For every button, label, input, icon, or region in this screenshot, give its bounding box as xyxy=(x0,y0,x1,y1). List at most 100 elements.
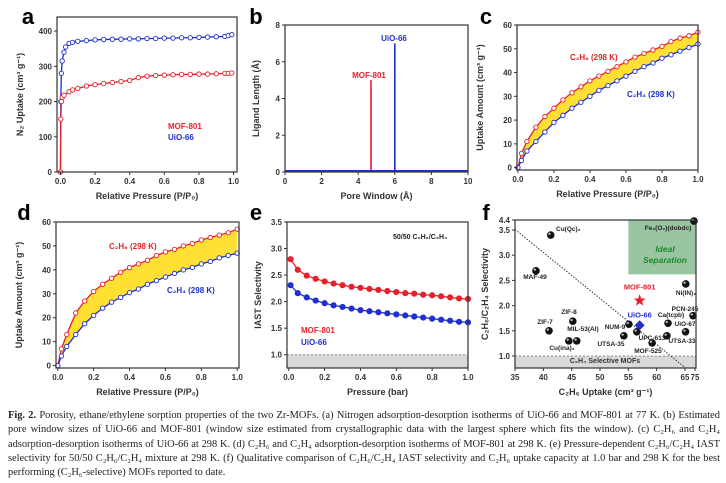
data-point xyxy=(551,105,557,111)
data-point xyxy=(623,73,629,79)
y-tick-label: 3.0 xyxy=(499,251,511,260)
mof-point xyxy=(569,317,577,326)
data-point xyxy=(69,87,76,93)
data-point xyxy=(420,314,427,321)
data-point xyxy=(357,307,364,314)
data-point xyxy=(229,31,235,38)
data-point xyxy=(161,72,167,78)
data-point xyxy=(668,38,674,45)
data-point xyxy=(518,157,525,164)
x-tick-label: 0.0 xyxy=(55,177,67,186)
y-tick-label: 4.4 xyxy=(499,216,511,225)
y-tick-label: 400 xyxy=(39,27,53,36)
data-point xyxy=(632,54,638,60)
plot-frame xyxy=(514,219,697,369)
point-highlight xyxy=(634,329,637,332)
data-point xyxy=(438,293,445,300)
data-point xyxy=(153,35,159,42)
x-tick-label: 55 xyxy=(624,373,633,382)
mof-label: MOF-525 xyxy=(634,348,662,355)
data-point xyxy=(524,138,530,145)
data-point xyxy=(144,73,150,79)
data-point xyxy=(91,312,97,318)
x-tick-label: 0.8 xyxy=(196,373,208,382)
data-point xyxy=(153,72,159,79)
data-point xyxy=(99,281,106,287)
x-tick-label: 0.0 xyxy=(512,175,524,184)
data-point xyxy=(446,294,454,301)
series-line xyxy=(517,31,699,168)
data-point xyxy=(61,92,67,98)
mof-point xyxy=(625,320,633,329)
caption-text: Porosity, ethane/ethylene sorption prope… xyxy=(8,410,720,479)
data-point xyxy=(144,35,150,42)
y-tick-label: 50 xyxy=(42,242,51,251)
y-tick-label: 0 xyxy=(508,164,513,173)
data-point xyxy=(109,36,116,42)
data-point xyxy=(180,243,187,249)
data-point xyxy=(204,34,211,40)
data-point xyxy=(196,34,202,41)
panel-letter: d xyxy=(17,200,30,225)
data-point xyxy=(312,297,319,304)
star-marker xyxy=(633,294,646,306)
y-tick-label: 10 xyxy=(42,338,51,347)
x-tick-label: 35 xyxy=(511,373,520,382)
region-label: C₂H₄ Selective MOFs xyxy=(570,358,640,365)
mof-point xyxy=(546,231,555,239)
data-point xyxy=(189,264,196,271)
ideal-separation-label: Ideal xyxy=(655,244,675,254)
mof-label: MIL-53(Al) xyxy=(567,326,598,333)
mof-point xyxy=(690,217,698,225)
x-tick-label: 0.2 xyxy=(548,175,560,184)
data-point xyxy=(58,116,64,122)
data-point xyxy=(348,283,355,290)
x-tick-label: 0.8 xyxy=(427,373,439,382)
data-point xyxy=(375,309,382,316)
data-point xyxy=(171,246,178,253)
data-point xyxy=(101,80,107,87)
data-point xyxy=(118,78,124,85)
x-tick-label: 1.0 xyxy=(228,177,240,186)
annotation: MOF-801 xyxy=(301,326,335,335)
data-point xyxy=(83,37,90,44)
data-point xyxy=(587,93,593,99)
data-point xyxy=(127,77,133,84)
data-point xyxy=(596,73,602,79)
data-point xyxy=(75,85,81,92)
y-tick-label: 20 xyxy=(42,314,51,323)
data-point xyxy=(524,148,530,154)
data-point xyxy=(126,264,133,271)
data-point xyxy=(429,315,436,322)
data-point xyxy=(393,288,400,296)
data-point xyxy=(73,310,79,316)
y-tick-label: 4 xyxy=(276,95,281,104)
data-point xyxy=(187,35,193,41)
mof-label: ZIF-8 xyxy=(561,309,577,316)
data-point xyxy=(162,249,169,255)
y-axis-label: Ligand Length (Å) xyxy=(251,60,261,137)
y-tick-label: 1.5 xyxy=(499,327,511,336)
data-point xyxy=(659,43,665,50)
annotation: 50/50 C₂H₆/C₂H₄ xyxy=(393,234,447,241)
data-point xyxy=(455,295,463,302)
data-point xyxy=(605,68,611,75)
data-point xyxy=(596,87,602,94)
data-point xyxy=(587,78,593,84)
y-tick-label: 2.5 xyxy=(271,271,283,280)
plot-frame xyxy=(284,24,469,173)
x-axis-label: C₂H₆ Uptake (cm³ g⁻¹) xyxy=(559,387,653,397)
x-tick-label: 65 xyxy=(681,373,690,382)
selectivity-band xyxy=(517,32,698,168)
data-point xyxy=(180,267,187,273)
x-tick-label: 0.2 xyxy=(88,373,100,382)
annotation: MOF-801 xyxy=(168,122,202,131)
series-line xyxy=(517,43,699,168)
x-tick-label: 1.0 xyxy=(692,175,704,184)
y-axis-label: C₂H₆/C₂H₄ Selectivity xyxy=(480,248,490,340)
data-point xyxy=(375,286,382,294)
data-point xyxy=(677,35,683,41)
mof-point xyxy=(565,337,573,345)
data-point xyxy=(135,286,142,292)
data-point xyxy=(117,294,124,301)
